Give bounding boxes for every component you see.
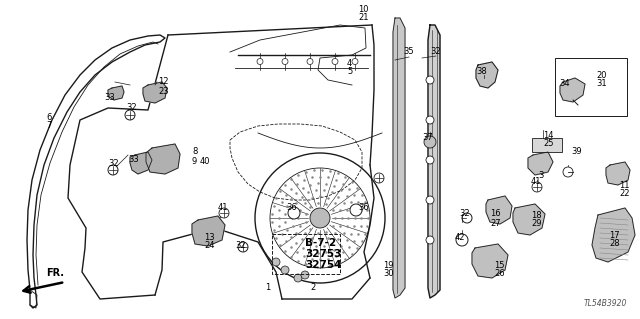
Circle shape (310, 208, 330, 228)
Text: 32754: 32754 (305, 260, 342, 270)
Circle shape (456, 234, 468, 246)
Circle shape (563, 167, 573, 177)
Circle shape (350, 204, 362, 216)
Bar (532, 138, 562, 152)
Circle shape (281, 266, 289, 274)
Text: 38: 38 (476, 68, 487, 77)
Text: 8: 8 (192, 147, 197, 157)
Bar (272, 234, 340, 274)
Text: 36: 36 (358, 203, 369, 211)
Bar (555, 58, 627, 116)
Circle shape (108, 165, 118, 175)
Text: 41: 41 (218, 204, 228, 212)
Text: 6: 6 (46, 113, 51, 122)
Circle shape (238, 242, 248, 252)
Text: 32: 32 (108, 159, 118, 167)
Text: 26: 26 (494, 270, 504, 278)
Text: 35: 35 (403, 48, 413, 56)
Circle shape (219, 208, 229, 218)
Circle shape (257, 58, 263, 64)
Circle shape (125, 110, 135, 120)
Circle shape (294, 274, 302, 282)
Circle shape (374, 173, 384, 183)
Text: 2: 2 (310, 283, 316, 292)
Text: 12: 12 (158, 78, 168, 86)
Polygon shape (513, 204, 545, 235)
Polygon shape (192, 216, 225, 246)
Polygon shape (146, 144, 180, 174)
Polygon shape (606, 162, 630, 185)
Polygon shape (486, 196, 512, 224)
Polygon shape (143, 82, 167, 103)
Circle shape (288, 207, 300, 219)
Text: 23: 23 (158, 86, 168, 95)
Text: 37: 37 (422, 133, 433, 143)
Text: 32: 32 (235, 241, 246, 250)
Circle shape (426, 76, 434, 84)
Text: 17: 17 (609, 231, 620, 240)
Text: 30: 30 (383, 270, 394, 278)
Text: 31: 31 (596, 79, 607, 88)
Circle shape (282, 58, 288, 64)
Circle shape (352, 58, 358, 64)
Text: B-7-2: B-7-2 (305, 238, 336, 248)
Text: 4: 4 (347, 58, 352, 68)
Text: 18: 18 (531, 211, 541, 219)
Circle shape (272, 258, 280, 266)
Text: FR.: FR. (46, 268, 64, 278)
Text: 9: 9 (192, 157, 197, 166)
Polygon shape (592, 208, 635, 262)
Text: 39: 39 (571, 147, 582, 157)
Text: 11: 11 (619, 181, 630, 189)
Text: 32: 32 (126, 103, 136, 113)
Circle shape (532, 182, 542, 192)
Text: 10: 10 (358, 4, 369, 13)
Text: 36: 36 (286, 204, 297, 212)
Text: 34: 34 (559, 79, 570, 88)
Circle shape (426, 196, 434, 204)
Circle shape (332, 58, 338, 64)
Text: 29: 29 (531, 219, 541, 228)
Polygon shape (476, 62, 498, 88)
Polygon shape (528, 152, 553, 175)
Polygon shape (560, 78, 585, 102)
Polygon shape (130, 152, 152, 174)
Polygon shape (472, 244, 508, 278)
Text: 5: 5 (347, 68, 352, 77)
Text: 40: 40 (200, 158, 211, 167)
Text: 20: 20 (596, 70, 607, 79)
Circle shape (301, 271, 309, 279)
Text: 27: 27 (490, 219, 500, 227)
Circle shape (426, 236, 434, 244)
Text: 32753: 32753 (305, 249, 341, 259)
Text: 25: 25 (543, 139, 554, 149)
Text: 41: 41 (531, 177, 541, 187)
Text: TL54B3920: TL54B3920 (584, 299, 627, 308)
Text: 33: 33 (128, 155, 139, 165)
Text: 21: 21 (358, 13, 369, 23)
Circle shape (307, 58, 313, 64)
Polygon shape (428, 25, 440, 298)
Text: 28: 28 (609, 240, 620, 249)
Text: 16: 16 (490, 210, 500, 219)
Text: 13: 13 (204, 233, 214, 241)
Circle shape (426, 116, 434, 124)
Text: 15: 15 (494, 261, 504, 270)
Text: 3: 3 (538, 170, 543, 180)
Circle shape (424, 136, 436, 148)
Text: 19: 19 (383, 261, 394, 270)
Text: 22: 22 (619, 189, 630, 198)
Text: 24: 24 (204, 241, 214, 250)
Circle shape (426, 156, 434, 164)
Text: 33: 33 (104, 93, 115, 101)
Text: 14: 14 (543, 130, 554, 139)
Polygon shape (108, 86, 124, 100)
Polygon shape (393, 18, 405, 298)
Text: 7: 7 (46, 122, 51, 130)
Text: 1: 1 (265, 283, 270, 292)
Circle shape (462, 213, 472, 223)
Text: 32: 32 (459, 210, 470, 219)
Text: 42: 42 (455, 233, 465, 241)
Text: 32: 32 (430, 48, 440, 56)
